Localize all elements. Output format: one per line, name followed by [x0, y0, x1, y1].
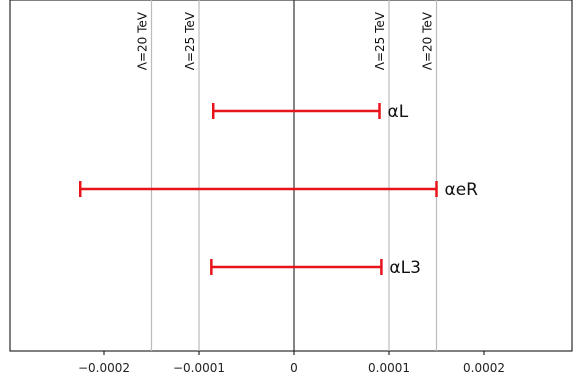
plot-frame — [9, 0, 573, 352]
x-tick-label-3: 0.0001 — [368, 361, 410, 375]
series-labels: αL αeR αL3 — [388, 102, 479, 278]
x-axis-tick-labels: −0.0002 −0.0001 0 0.0001 0.0002 — [78, 361, 505, 375]
series-label-1: αeR — [445, 180, 479, 200]
series-label-0: αL — [388, 102, 409, 122]
reference-label-4: Λ=20 TeV — [421, 11, 435, 70]
reference-label-1: Λ=25 TeV — [183, 11, 197, 70]
x-tick-label-4: 0.0002 — [463, 361, 505, 375]
reference-label-0: Λ=20 TeV — [136, 11, 150, 70]
x-tick-label-0: −0.0002 — [78, 361, 130, 375]
series-label-2: αL3 — [389, 258, 421, 278]
reference-labels: Λ=20 TeV Λ=25 TeV Λ=25 TeV Λ=20 TeV — [136, 11, 435, 70]
error-bars — [79, 103, 438, 275]
reference-lines — [150, 0, 438, 351]
reference-label-3: Λ=25 TeV — [373, 11, 387, 70]
x-tick-label-1: −0.0001 — [173, 361, 225, 375]
x-tick-label-2: 0 — [290, 361, 298, 375]
x-axis-ticks — [103, 351, 485, 355]
